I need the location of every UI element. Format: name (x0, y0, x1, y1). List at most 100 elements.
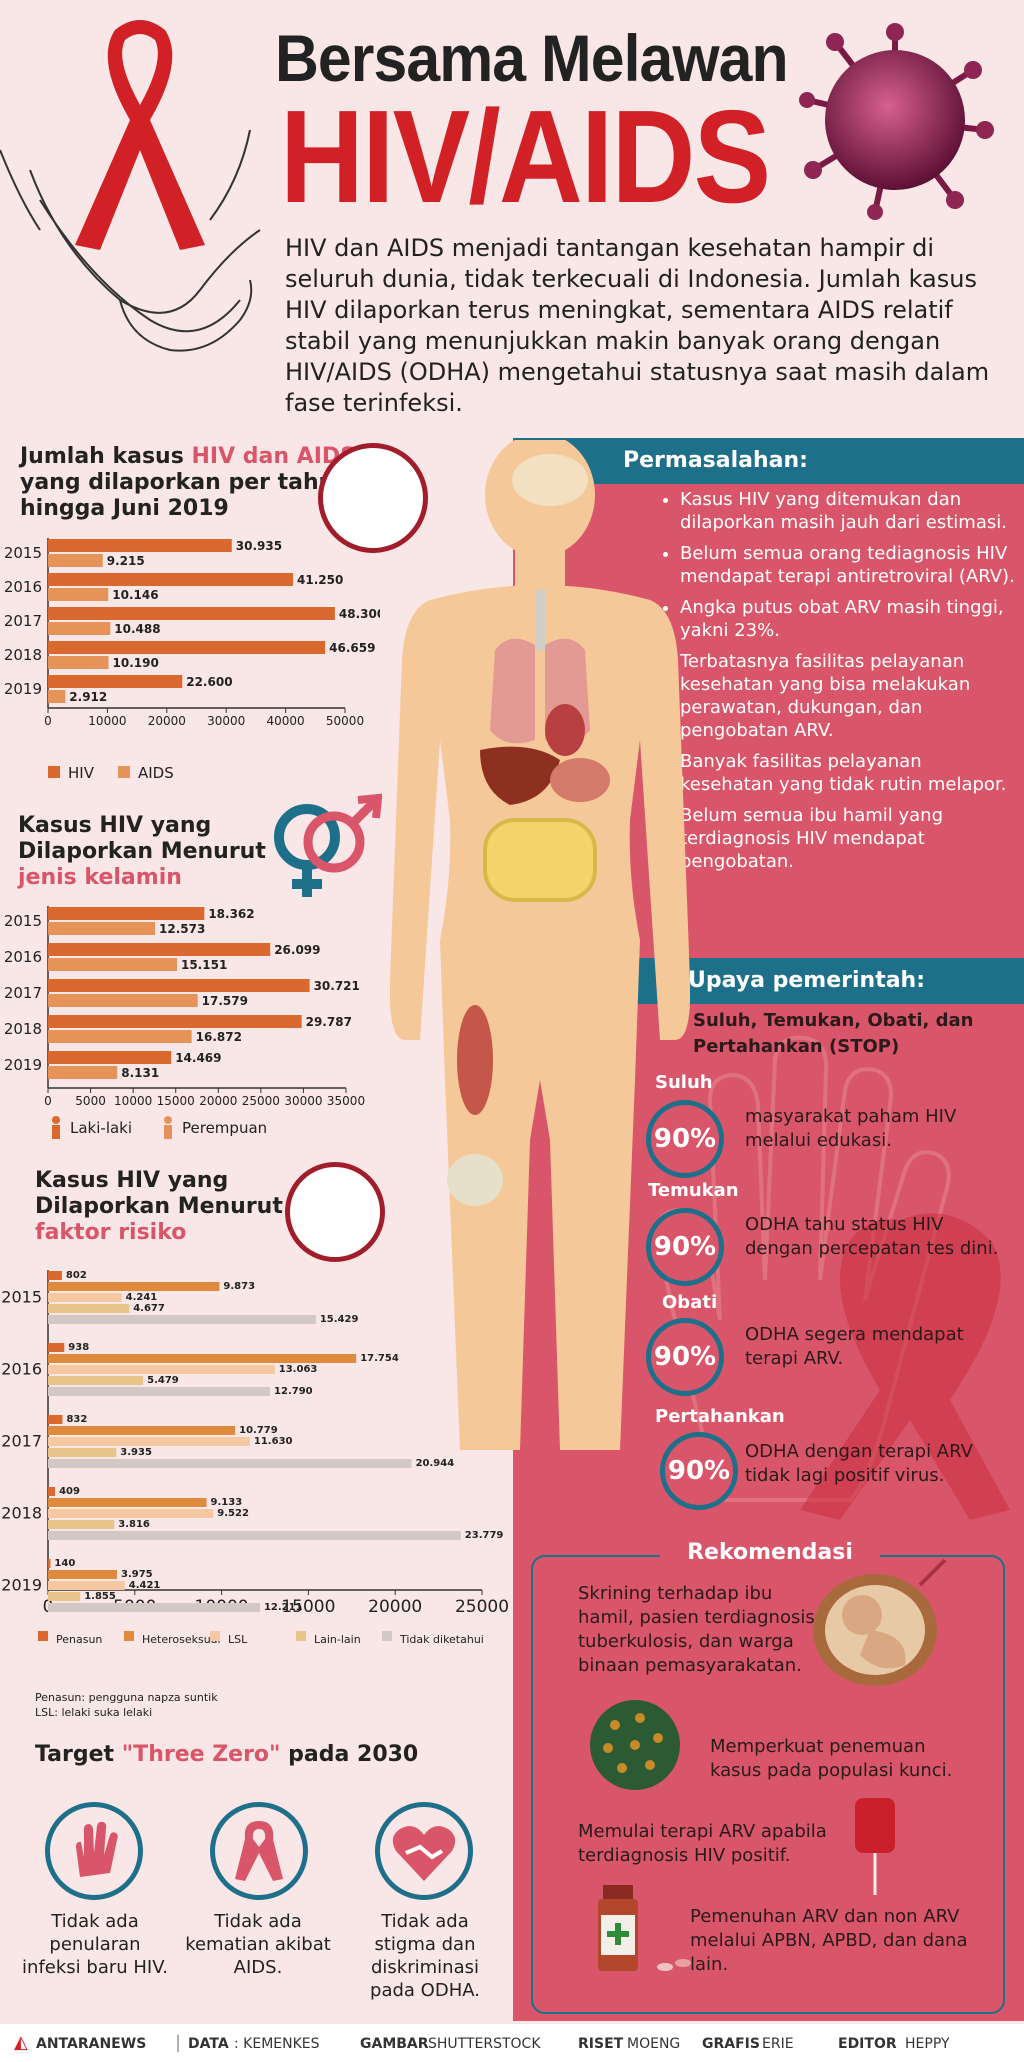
problem-item: Banyak fasilitas pelayanan kesehatan yan… (680, 750, 1020, 796)
recommendation-1: Skrining terhadap ibu hamil, pasien terdi… (578, 1583, 815, 1676)
recommendation-heading: Rekomendasi (660, 1536, 880, 1570)
data-label: 46.659 (329, 641, 375, 655)
step-text-pertahankan: ODHA dengan terapi ARV tidak lagi positif… (745, 1441, 973, 1486)
upaya-heading: Upaya pemerintah: (688, 968, 926, 993)
bar-perempuan (48, 1066, 118, 1079)
step-label-suluh: Suluh (655, 1072, 713, 1093)
bar-aids (48, 588, 109, 601)
hands-ribbon-illustration (0, 20, 261, 352)
y-category-label: 2019 (1, 1576, 42, 1595)
data-label: 1.855 (84, 1591, 116, 1602)
x-tick-label: 30000 (284, 1094, 322, 1108)
footer-riset-label: RISET (578, 2036, 624, 2052)
injection-silhouette-icon (285, 1162, 385, 1262)
virus-illustration (799, 23, 994, 220)
chart2-title: Kasus HIV yang Dilaporkan Menurut jenis … (18, 813, 266, 890)
three-zero-item-2: Tidak ada kematian akibat AIDS. (185, 1911, 331, 1978)
data-label: 18.362 (208, 907, 254, 921)
legend-swatch (296, 1631, 306, 1641)
bar-penasun (48, 1415, 63, 1424)
bar-heteroseksual (48, 1354, 357, 1363)
gender-symbols-icon (274, 793, 382, 897)
bar-perempuan (48, 1030, 192, 1043)
bar-perempuan (48, 958, 177, 971)
data-label: 4.677 (133, 1303, 165, 1314)
bar-lsl (48, 1293, 122, 1302)
bar-laki-laki (48, 979, 310, 992)
data-label: 2.912 (69, 690, 107, 704)
data-label: 29.787 (306, 1015, 352, 1029)
step-pct-pertahankan: 90% (660, 1432, 738, 1510)
data-label: 22.600 (186, 675, 232, 689)
bar-tidak-diketahui (48, 1603, 260, 1612)
stop-line-1: Suluh, Temukan, Obati, dan (693, 1010, 974, 1031)
data-label: 10.779 (239, 1425, 278, 1436)
title-line-2: HIV/AIDS (280, 83, 771, 230)
data-label: 17.754 (360, 1353, 399, 1364)
couple-silhouette-icon (318, 443, 428, 553)
bar-laki-laki (48, 907, 205, 920)
problems-list: Kasus HIV yang ditemukan dan dilaporkan … (660, 488, 1020, 881)
bar-aids (48, 554, 103, 567)
bar-lain-lain (48, 1520, 115, 1529)
bar-hiv (48, 539, 232, 552)
data-label: 802 (66, 1270, 87, 1281)
y-category-label: 2017 (4, 984, 42, 1002)
bar-aids (48, 656, 109, 669)
data-label: 938 (68, 1342, 89, 1353)
legend-label: Perempuan (182, 1119, 267, 1137)
step-label-obati: Obati (662, 1292, 718, 1313)
bar-lsl (48, 1365, 275, 1374)
footer-editor-label: EDITOR (838, 2036, 897, 2052)
bar-tidak-diketahui (48, 1315, 316, 1324)
bar-aids (48, 690, 66, 703)
legend-person-icon-body (52, 1125, 60, 1139)
data-label: 15.429 (320, 1314, 359, 1325)
legend-label: Tidak diketahui (399, 1633, 484, 1646)
data-label: 16.872 (196, 1030, 242, 1044)
data-label: 11.630 (254, 1436, 293, 1447)
data-label: 8.131 (121, 1066, 159, 1080)
bar-tidak-diketahui (48, 1387, 271, 1396)
step-text-suluh: masyarakat paham HIV melalui edukasi. (745, 1106, 957, 1151)
intro-paragraph: HIV dan AIDS menjadi tantangan kesehatan… (285, 234, 990, 417)
data-label: 3.816 (118, 1519, 150, 1530)
data-label: 26.099 (274, 943, 320, 957)
x-tick-label: 40000 (267, 714, 305, 728)
y-category-label: 2016 (4, 948, 42, 966)
data-label: 12.790 (274, 1386, 313, 1397)
y-category-label: 2018 (1, 1504, 42, 1523)
legend-label: Penasun (56, 1633, 102, 1646)
bacteria-illustration (590, 1700, 680, 1790)
bar-lsl (48, 1581, 125, 1590)
bar-laki-laki (48, 1051, 172, 1064)
bar-lain-lain (48, 1304, 130, 1313)
data-label: 3.975 (121, 1569, 153, 1580)
ribbon-icon (210, 1802, 308, 1900)
data-label: 9.133 (211, 1497, 243, 1508)
legend-swatch (48, 766, 60, 778)
data-label: 9.215 (107, 554, 145, 568)
legend-person-icon-body (164, 1125, 172, 1139)
y-category-label: 2016 (1, 1360, 42, 1379)
legend-person-icon (52, 1116, 60, 1124)
problem-item: Terbatasnya fasilitas pelayanan kesehata… (680, 650, 1020, 742)
legend-label: HIV (68, 764, 95, 782)
legend-person-icon (164, 1116, 172, 1124)
x-tick-label: 10000 (88, 714, 126, 728)
data-label: 12.573 (159, 922, 205, 936)
problem-item: Belum semua orang tediagnosis HIV mendap… (680, 542, 1020, 588)
recommendation-4: Pemenuhan ARV dan non ARV melalui APBN, A… (690, 1906, 968, 1975)
data-label: 140 (54, 1558, 75, 1569)
three-zero-title: Target "Three Zero" pada 2030 (35, 1742, 419, 1767)
x-tick-label: 0 (44, 714, 52, 728)
x-tick-label: 25000 (455, 1597, 509, 1617)
data-label: 30.935 (236, 539, 282, 553)
bar-lain-lain (48, 1376, 144, 1385)
bar-lsl (48, 1509, 214, 1518)
stop-line-2: Pertahankan (STOP) (693, 1036, 900, 1057)
bar-penasun (48, 1271, 62, 1280)
footer-brand: ANTARANEWS (36, 2036, 147, 2052)
data-label: 12.211 (264, 1602, 303, 1613)
data-label: 17.579 (202, 994, 248, 1008)
